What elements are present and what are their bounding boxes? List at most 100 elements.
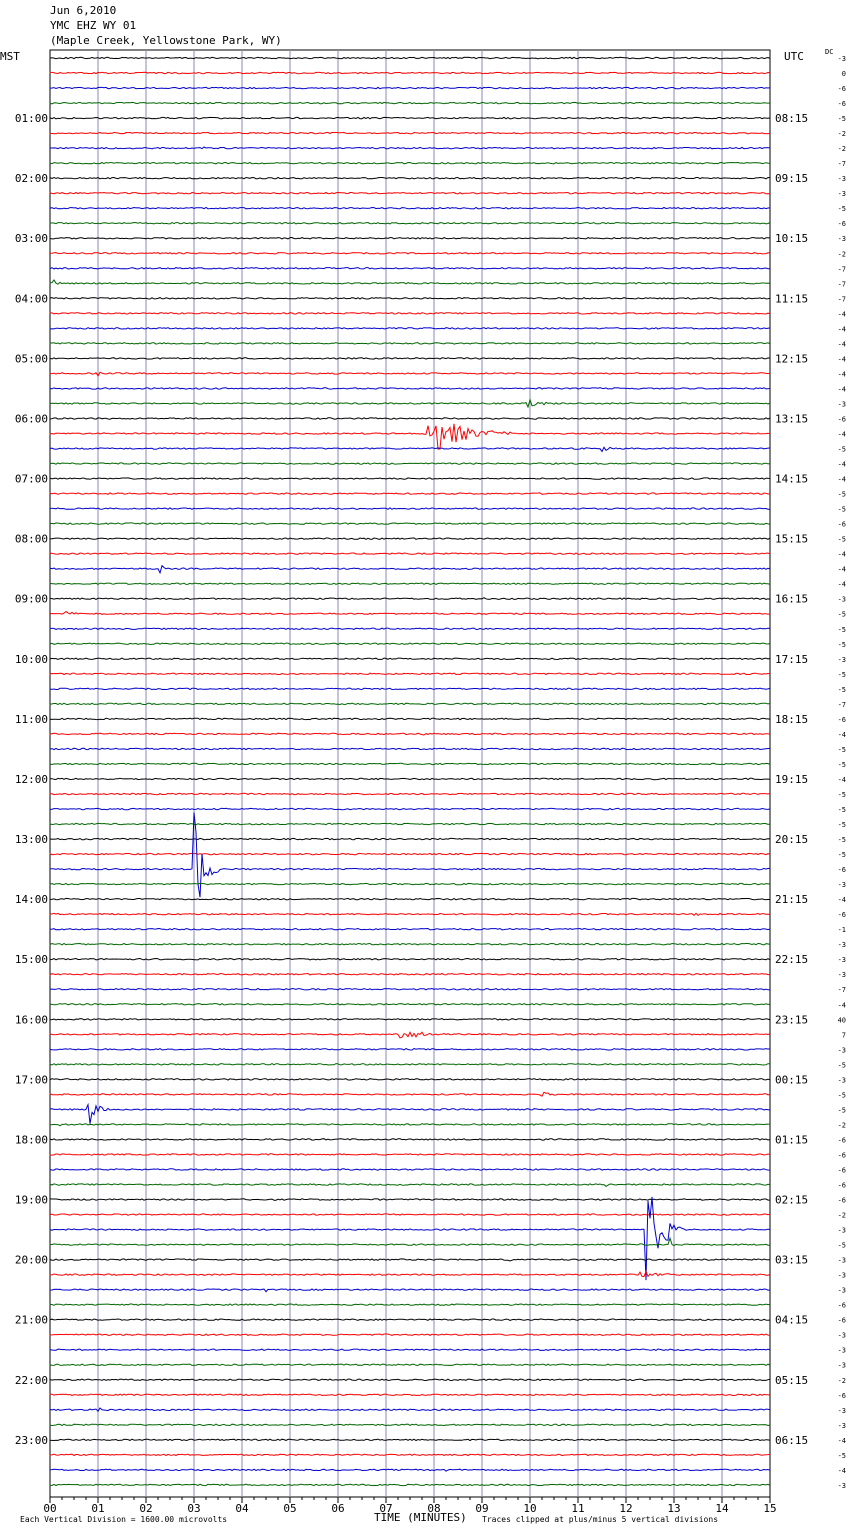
dc-offset-label: -5: [838, 821, 846, 829]
dc-offset-label: -5: [838, 1452, 846, 1460]
trace-line: [49, 116, 771, 120]
dc-offset-label: -6: [838, 415, 846, 423]
trace-line: [49, 852, 771, 856]
dc-offset-label: -4: [838, 551, 846, 559]
dc-offset-label: -5: [838, 686, 846, 694]
trace-line: [49, 1213, 771, 1216]
dc-offset-label: -6: [838, 1197, 846, 1205]
x-tick-label: 08: [427, 1502, 440, 1515]
dc-offset-label: -3: [838, 1362, 846, 1370]
trace-line: [49, 146, 771, 150]
dc-offset-label: -3: [838, 971, 846, 979]
dc-offset-label: -3: [838, 1482, 846, 1490]
dc-offset-label: -5: [838, 611, 846, 619]
dc-offset-label: -5: [838, 506, 846, 514]
trace-line: [49, 1468, 771, 1472]
trace-line: [49, 552, 771, 555]
dc-offset-label: -2: [838, 1121, 846, 1129]
x-tick-label: 02: [139, 1502, 152, 1515]
trace-line: [49, 1048, 771, 1051]
dc-offset-label: -2: [838, 130, 846, 138]
utc-hour-label: 03:15: [775, 1254, 808, 1267]
trace-line: [49, 812, 771, 898]
utc-hour-label: 06:15: [775, 1434, 808, 1447]
dc-offset-label: -5: [838, 491, 846, 499]
dc-offset-label: -6: [838, 1302, 846, 1310]
dc-offset-label: -6: [838, 1151, 846, 1159]
trace-line: [49, 897, 771, 901]
plot-station: YMC EHZ WY 01: [50, 19, 137, 32]
dc-offset-label: -5: [838, 746, 846, 754]
dc-offset-label: -6: [838, 1317, 846, 1325]
mst-hour-label: 21:00: [15, 1314, 48, 1327]
plot-location: (Maple Creek, Yellowstone Park, WY): [50, 34, 282, 47]
dc-label: DC: [825, 48, 834, 56]
dc-offset-label: -5: [838, 536, 846, 544]
dc-offset-label: 40: [838, 1016, 846, 1024]
dc-offset-label: -3: [838, 190, 846, 198]
dc-offset-label: -2: [838, 250, 846, 258]
x-tick-label: 13: [667, 1502, 680, 1515]
utc-hour-label: 13:15: [775, 412, 808, 425]
dc-offset-label: -3: [838, 1227, 846, 1235]
dc-offset-label: -6: [838, 521, 846, 529]
mst-hour-label: 13:00: [15, 833, 48, 846]
trace-line: [49, 1031, 771, 1039]
trace-line: [49, 1303, 771, 1306]
dc-offset-label: -7: [838, 701, 846, 709]
dc-offset-label: -5: [838, 806, 846, 814]
dc-offset-label: -2: [838, 145, 846, 153]
utc-hour-label: 15:15: [775, 533, 808, 546]
dc-offset-label: -6: [838, 100, 846, 108]
trace-line: [49, 882, 771, 886]
trace-line: [49, 717, 771, 721]
dc-offset-label: -3: [838, 400, 846, 408]
plot-date: Jun 6,2010: [50, 4, 117, 17]
dc-offset-label: -7: [838, 280, 846, 288]
utc-hour-label: 05:15: [775, 1374, 808, 1387]
dc-offset-label: -3: [838, 175, 846, 183]
utc-hour-label: 17:15: [775, 653, 808, 666]
x-tick-label: 07: [379, 1502, 392, 1515]
trace-line: [49, 792, 771, 796]
trace-line: [49, 1003, 771, 1006]
dc-offset-label: -5: [838, 1091, 846, 1099]
trace-line: [49, 206, 771, 210]
utc-hour-label: 14:15: [775, 473, 808, 486]
trace-line: [49, 279, 771, 285]
dc-offset-label: -1: [838, 926, 846, 934]
mst-hour-label: 16:00: [15, 1013, 48, 1026]
mst-hour-label: 01:00: [15, 112, 48, 125]
utc-hour-label: 00:15: [775, 1073, 808, 1086]
mst-hour-label: 07:00: [15, 473, 48, 486]
dc-offset-label: -3: [838, 1332, 846, 1340]
trace-line: [49, 972, 770, 976]
trace-line: [49, 221, 771, 225]
trace-line: [49, 987, 770, 991]
trace-line: [49, 86, 771, 90]
utc-hour-label: 10:15: [775, 232, 808, 245]
dc-offset-label: -7: [838, 265, 846, 273]
trace-line: [49, 423, 771, 450]
trace-line: [49, 597, 771, 601]
trace-line: [49, 1483, 771, 1487]
trace-line: [49, 267, 771, 270]
trace-line: [49, 371, 771, 377]
trace-line: [49, 477, 771, 480]
trace-line: [49, 492, 771, 495]
dc-offset-label: -3: [838, 1272, 846, 1280]
trace-line: [49, 1168, 771, 1171]
trace-line: [49, 342, 771, 345]
utc-hour-label: 20:15: [775, 833, 808, 846]
x-tick-label: 14: [715, 1502, 729, 1515]
trace-line: [49, 1091, 771, 1097]
trace-line: [49, 1196, 771, 1281]
x-tick-label: 00: [43, 1502, 56, 1515]
dc-offset-label: -5: [838, 791, 846, 799]
trace-line: [49, 807, 771, 811]
mst-hour-label: 06:00: [15, 412, 48, 425]
trace-line: [49, 702, 771, 706]
dc-offset-label: -3: [838, 956, 846, 964]
scale-note: Each Vertical Division = 1600.00 microvo…: [20, 1515, 228, 1524]
trace-line: [49, 927, 771, 931]
